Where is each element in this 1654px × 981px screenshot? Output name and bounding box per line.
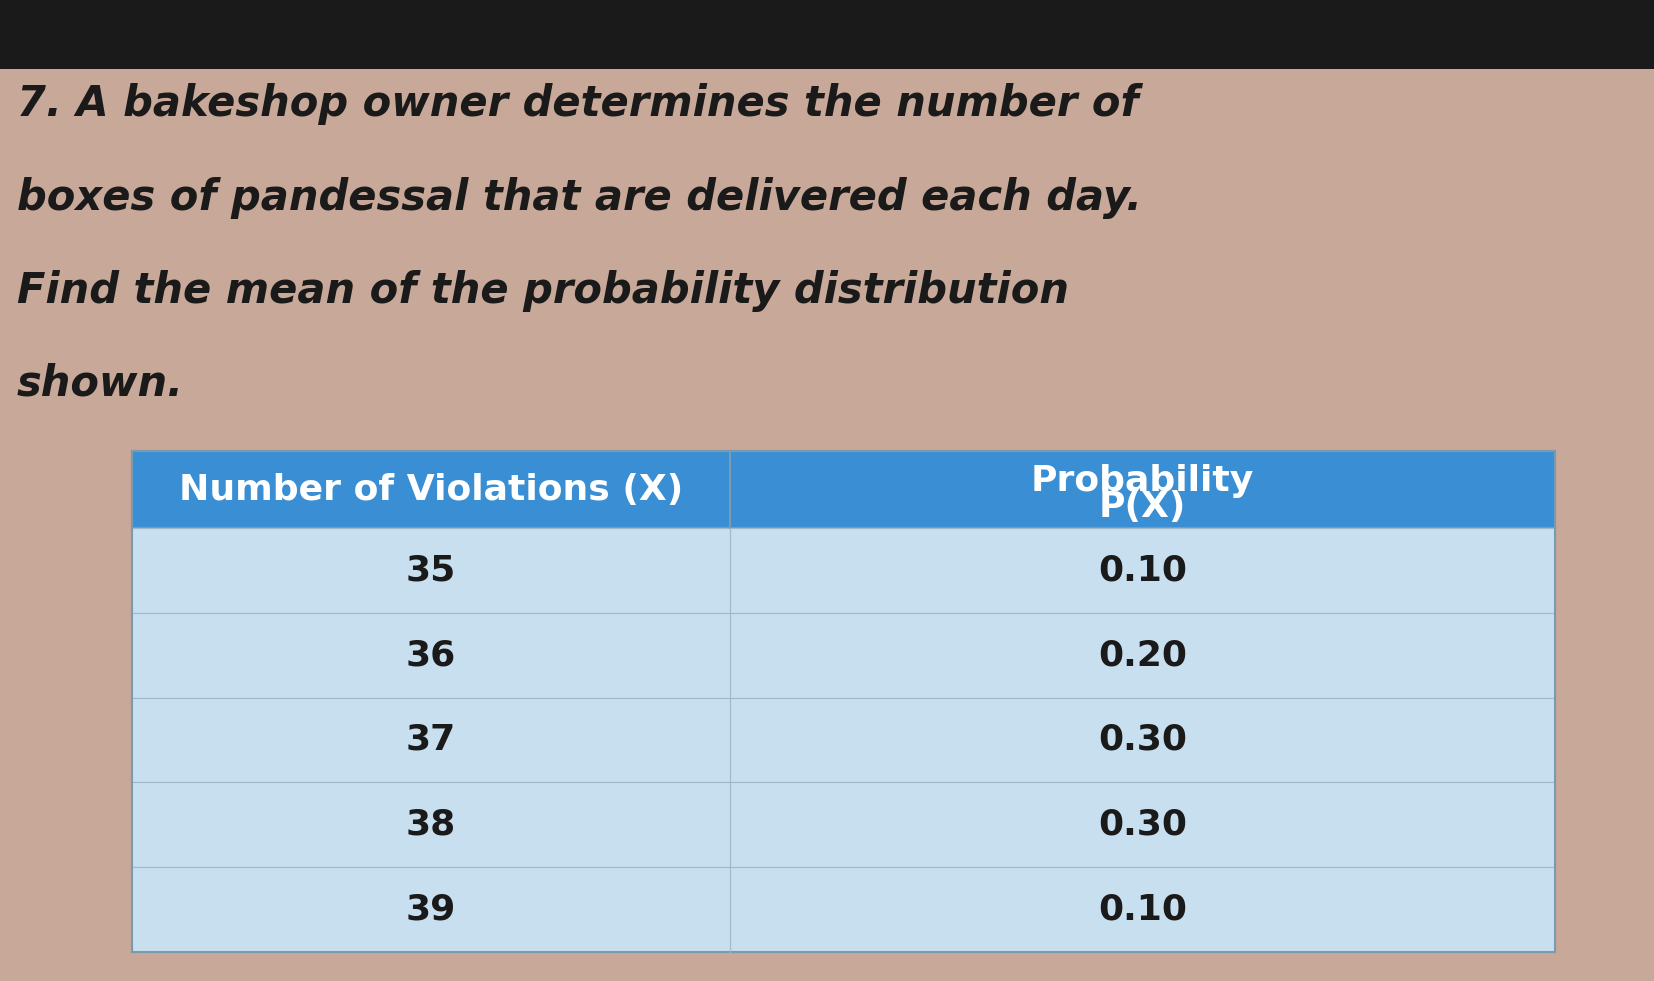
Bar [132,451,1555,952]
Text: 38: 38 [405,807,457,842]
Text: 36: 36 [405,639,457,672]
Text: 0.10: 0.10 [1098,893,1188,926]
Text: 0.10: 0.10 [1098,553,1188,588]
Bar [132,528,1555,613]
Text: 0.20: 0.20 [1098,639,1188,672]
Text: 37: 37 [405,723,457,757]
Text: 7. A bakeshop owner determines the number of: 7. A bakeshop owner determines the numbe… [17,83,1138,126]
Text: boxes of pandessal that are delivered each day.: boxes of pandessal that are delivered ea… [17,177,1141,219]
Text: Probability: Probability [1030,463,1254,497]
Text: Find the mean of the probability distribution: Find the mean of the probability distrib… [17,270,1068,312]
Bar [132,451,1555,528]
Bar [132,782,1555,867]
Text: Number of Violations (X): Number of Violations (X) [179,473,683,507]
Bar [132,697,1555,782]
Text: 0.30: 0.30 [1098,723,1188,757]
Bar [132,867,1555,952]
Text: shown.: shown. [17,363,184,405]
Bar [132,613,1555,697]
Text: 39: 39 [405,893,457,926]
Text: 35: 35 [405,553,457,588]
Bar [0,0,1654,69]
Text: P(X): P(X) [1098,490,1186,524]
Text: 0.30: 0.30 [1098,807,1188,842]
